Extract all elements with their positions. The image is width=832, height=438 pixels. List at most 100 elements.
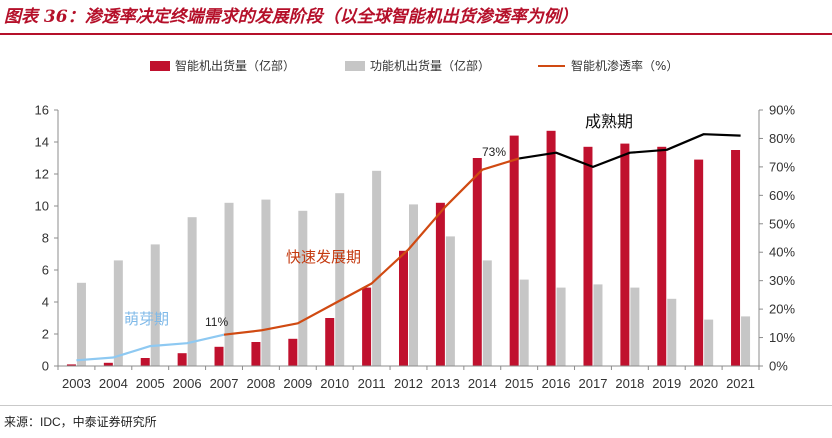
legend-label-feature-phone: 功能机出货量（亿部） <box>370 58 490 73</box>
source-note: 来源：IDC，中泰证券研究所 <box>4 413 157 430</box>
smartphone-bar <box>435 202 445 366</box>
annotation-stage-early: 萌芽期 <box>124 310 169 328</box>
smartphone-bar <box>546 130 556 366</box>
smartphone-bar <box>103 362 113 366</box>
x-axis-tick-label: 2021 <box>726 376 755 391</box>
feature-phone-bar <box>519 279 529 366</box>
data-label-2014: 73% <box>482 145 506 159</box>
feature-phone-bar <box>667 298 677 366</box>
feature-phone-bar <box>335 193 345 366</box>
smartphone-bar <box>325 318 335 366</box>
annotation-stage-growth: 快速发展期 <box>286 248 361 266</box>
smartphone-bar <box>620 143 630 366</box>
chart-legend: 智能机出货量（亿部） 功能机出货量（亿部） 智能机渗透率（%） <box>150 58 678 73</box>
right-axis-tick-label: 10% <box>769 330 795 345</box>
x-axis-tick-label: 2006 <box>173 376 202 391</box>
x-axis-tick-label: 2018 <box>615 376 644 391</box>
smartphone-bar <box>583 146 593 366</box>
source-text: IDC，中泰证券研究所 <box>40 415 157 429</box>
legend-label-penetration: 智能机渗透率（%） <box>571 58 678 73</box>
left-axis-tick-label: 14 <box>35 135 49 150</box>
feature-phone-bar <box>187 217 197 366</box>
right-axis-tick-label: 30% <box>769 273 795 288</box>
x-axis-ticks: 2003 2004 2005 2006 2007 2008 2009 2010 2011 2012… <box>57 366 760 391</box>
feature-phone-bar <box>224 202 234 366</box>
annotation-stage-mature: 成熟期 <box>585 112 633 131</box>
smartphone-bar <box>399 250 408 366</box>
left-axis-tick-label: 8 <box>42 231 49 246</box>
left-axis-tick-label: 16 <box>35 103 49 118</box>
smartphone-bar <box>251 342 261 366</box>
feature-phone-bar <box>372 170 382 366</box>
left-axis-tick-label: 2 <box>42 327 49 342</box>
title-divider <box>0 33 832 35</box>
feature-phone-bar <box>741 316 751 366</box>
feature-phone-bar <box>113 260 123 366</box>
penetration-line-mature <box>519 133 741 168</box>
source-label: 来源： <box>4 415 41 429</box>
left-axis-tick-label: 12 <box>35 167 49 182</box>
x-axis-tick-label: 2012 <box>394 376 423 391</box>
penetration-line-early <box>76 333 225 362</box>
feature-phone-bar <box>593 284 603 366</box>
feature-phone-bar <box>150 244 160 366</box>
smartphone-bar <box>214 346 224 366</box>
smartphone-bars <box>66 130 741 366</box>
right-axis-tick-label: 50% <box>769 216 795 231</box>
feature-phone-bar <box>482 260 492 366</box>
legend-swatch-feature-phone <box>345 61 365 71</box>
legend-label-smartphone: 智能机出货量（亿部） <box>175 58 295 73</box>
x-axis-tick-label: 2017 <box>579 376 608 391</box>
smartphone-bar <box>66 364 76 366</box>
x-axis-tick-label: 2016 <box>542 376 571 391</box>
x-axis-tick-label: 2004 <box>99 376 128 391</box>
data-label-2007: 11% <box>205 315 228 329</box>
right-axis-tick-label: 90% <box>769 103 795 118</box>
left-axis-tick-label: 10 <box>35 199 49 214</box>
x-axis-tick-label: 2007 <box>210 376 239 391</box>
penetration-lines <box>76 133 741 362</box>
right-axis-tick-label: 20% <box>769 302 795 317</box>
x-axis-tick-label: 2011 <box>358 376 386 391</box>
smartphone-bar <box>731 150 741 366</box>
x-axis-tick-label: 2015 <box>505 376 534 391</box>
feature-phone-bar <box>445 236 455 366</box>
x-axis-tick-label: 2013 <box>431 376 460 391</box>
feature-phone-bars <box>76 170 751 366</box>
right-axis-ticks: 0% 10% 20% 30% 40% 50% 60% 70% 80% 90% <box>759 103 795 374</box>
x-axis-tick-label: 2009 <box>283 376 312 391</box>
right-axis-tick-label: 70% <box>769 159 795 174</box>
source-divider <box>0 405 832 406</box>
feature-phone-bar <box>298 210 308 366</box>
smartphone-bar <box>140 358 150 366</box>
x-axis-tick-label: 2008 <box>246 376 275 391</box>
smartphone-bar <box>177 353 187 366</box>
legend-swatch-smartphone <box>150 61 170 71</box>
right-axis-tick-label: 60% <box>769 188 795 203</box>
x-axis-tick-label: 2010 <box>320 376 349 391</box>
x-axis-tick-label: 2005 <box>136 376 165 391</box>
feature-phone-bar <box>76 282 86 366</box>
chart: 0 2 4 6 8 10 12 14 16 0% 10% 20% 30% 40% 50% 60% 70% 80%… <box>35 58 796 391</box>
right-axis-tick-label: 0% <box>769 359 788 374</box>
right-axis-tick-label: 40% <box>769 245 795 260</box>
smartphone-bar <box>694 159 704 366</box>
x-axis-tick-label: 2003 <box>62 376 91 391</box>
smartphone-bar <box>657 146 667 366</box>
feature-phone-bar <box>261 199 271 366</box>
smartphone-bar <box>288 338 298 366</box>
chart-title: 图表 36：渗透率决定终端需求的发展阶段（以全球智能机出货渗透率为例） <box>4 7 578 27</box>
smartphone-bar <box>509 135 519 366</box>
left-axis-ticks: 0 2 4 6 8 10 12 14 16 <box>35 103 58 374</box>
feature-phone-bar <box>409 204 418 366</box>
left-axis-tick-label: 6 <box>42 263 49 278</box>
left-axis-tick-label: 0 <box>42 359 49 374</box>
x-axis-tick-label: 2014 <box>468 376 497 391</box>
smartphone-bar <box>472 158 482 366</box>
feature-phone-bar <box>630 287 640 366</box>
x-axis-tick-label: 2020 <box>689 376 718 391</box>
x-axis-tick-label: 2019 <box>652 376 681 391</box>
right-axis-tick-label: 80% <box>769 131 795 146</box>
left-axis-tick-label: 4 <box>42 295 49 310</box>
penetration-line-growth <box>223 157 520 336</box>
